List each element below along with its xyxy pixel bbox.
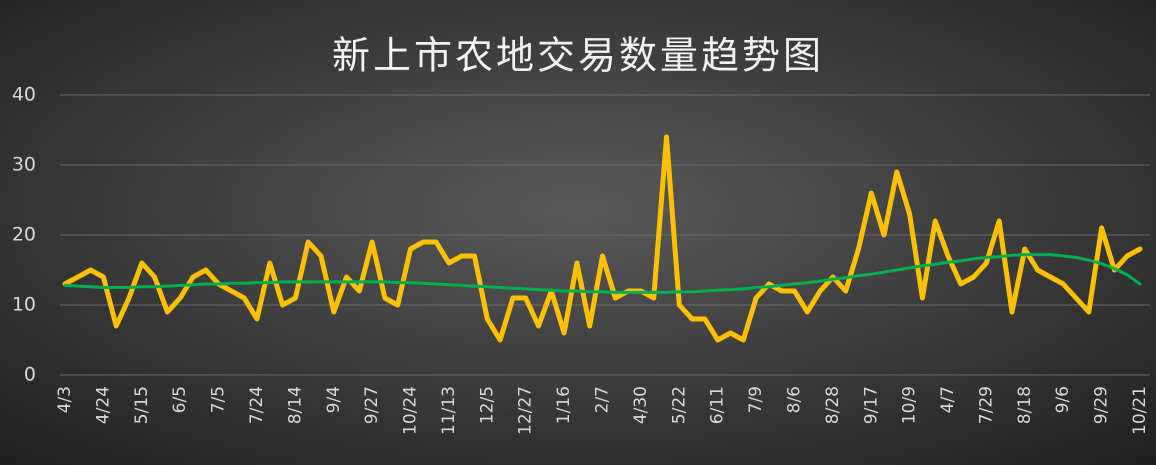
x-tick-label: 12/27 [516,386,536,435]
x-tick-label: 9/6 [1053,386,1073,413]
x-tick-label: 1/16 [554,386,574,424]
x-tick-label: 4/3 [55,386,75,413]
x-tick-label: 8/18 [1015,386,1035,424]
x-tick-label: 7/5 [209,386,229,413]
x-tick-label: 11/13 [439,386,459,435]
x-tick-label: 6/11 [708,386,728,424]
x-tick-label: 9/29 [1092,386,1112,424]
y-tick-label: 30 [12,154,36,176]
data-line [62,134,1143,343]
x-tick-label: 10/21 [1130,386,1150,435]
x-tick-label: 8/6 [784,386,804,413]
x-tick-label: 8/28 [823,386,843,424]
x-tick-label: 7/29 [976,386,996,424]
x-tick-label: 6/5 [170,386,190,413]
y-tick-label: 20 [12,224,36,246]
x-tick-label: 8/14 [285,386,305,424]
chart-title: 新上市农地交易数量趋势图 [332,34,824,78]
x-tick-label: 10/9 [900,386,920,424]
data-line [63,253,1142,294]
x-tick-label: 4/30 [631,386,651,424]
x-tick-label: 10/24 [401,386,421,435]
x-tick-label: 2/7 [593,386,613,413]
x-tick-label: 4/24 [93,386,113,424]
y-tick-label: 40 [12,84,36,106]
x-tick-label: 9/17 [861,386,881,424]
y-tick-label: 0 [24,364,36,386]
x-tick-label: 5/22 [669,386,689,424]
x-tick-label: 9/4 [324,386,344,413]
x-tick-label: 9/27 [362,386,382,424]
x-tick-label: 4/7 [938,386,958,413]
x-tick-label: 5/15 [132,386,152,424]
x-tick-label: 7/9 [746,386,766,413]
y-tick-label: 10 [12,294,36,316]
x-tick-label: 12/5 [477,386,497,424]
x-tick-label: 7/24 [247,386,267,424]
